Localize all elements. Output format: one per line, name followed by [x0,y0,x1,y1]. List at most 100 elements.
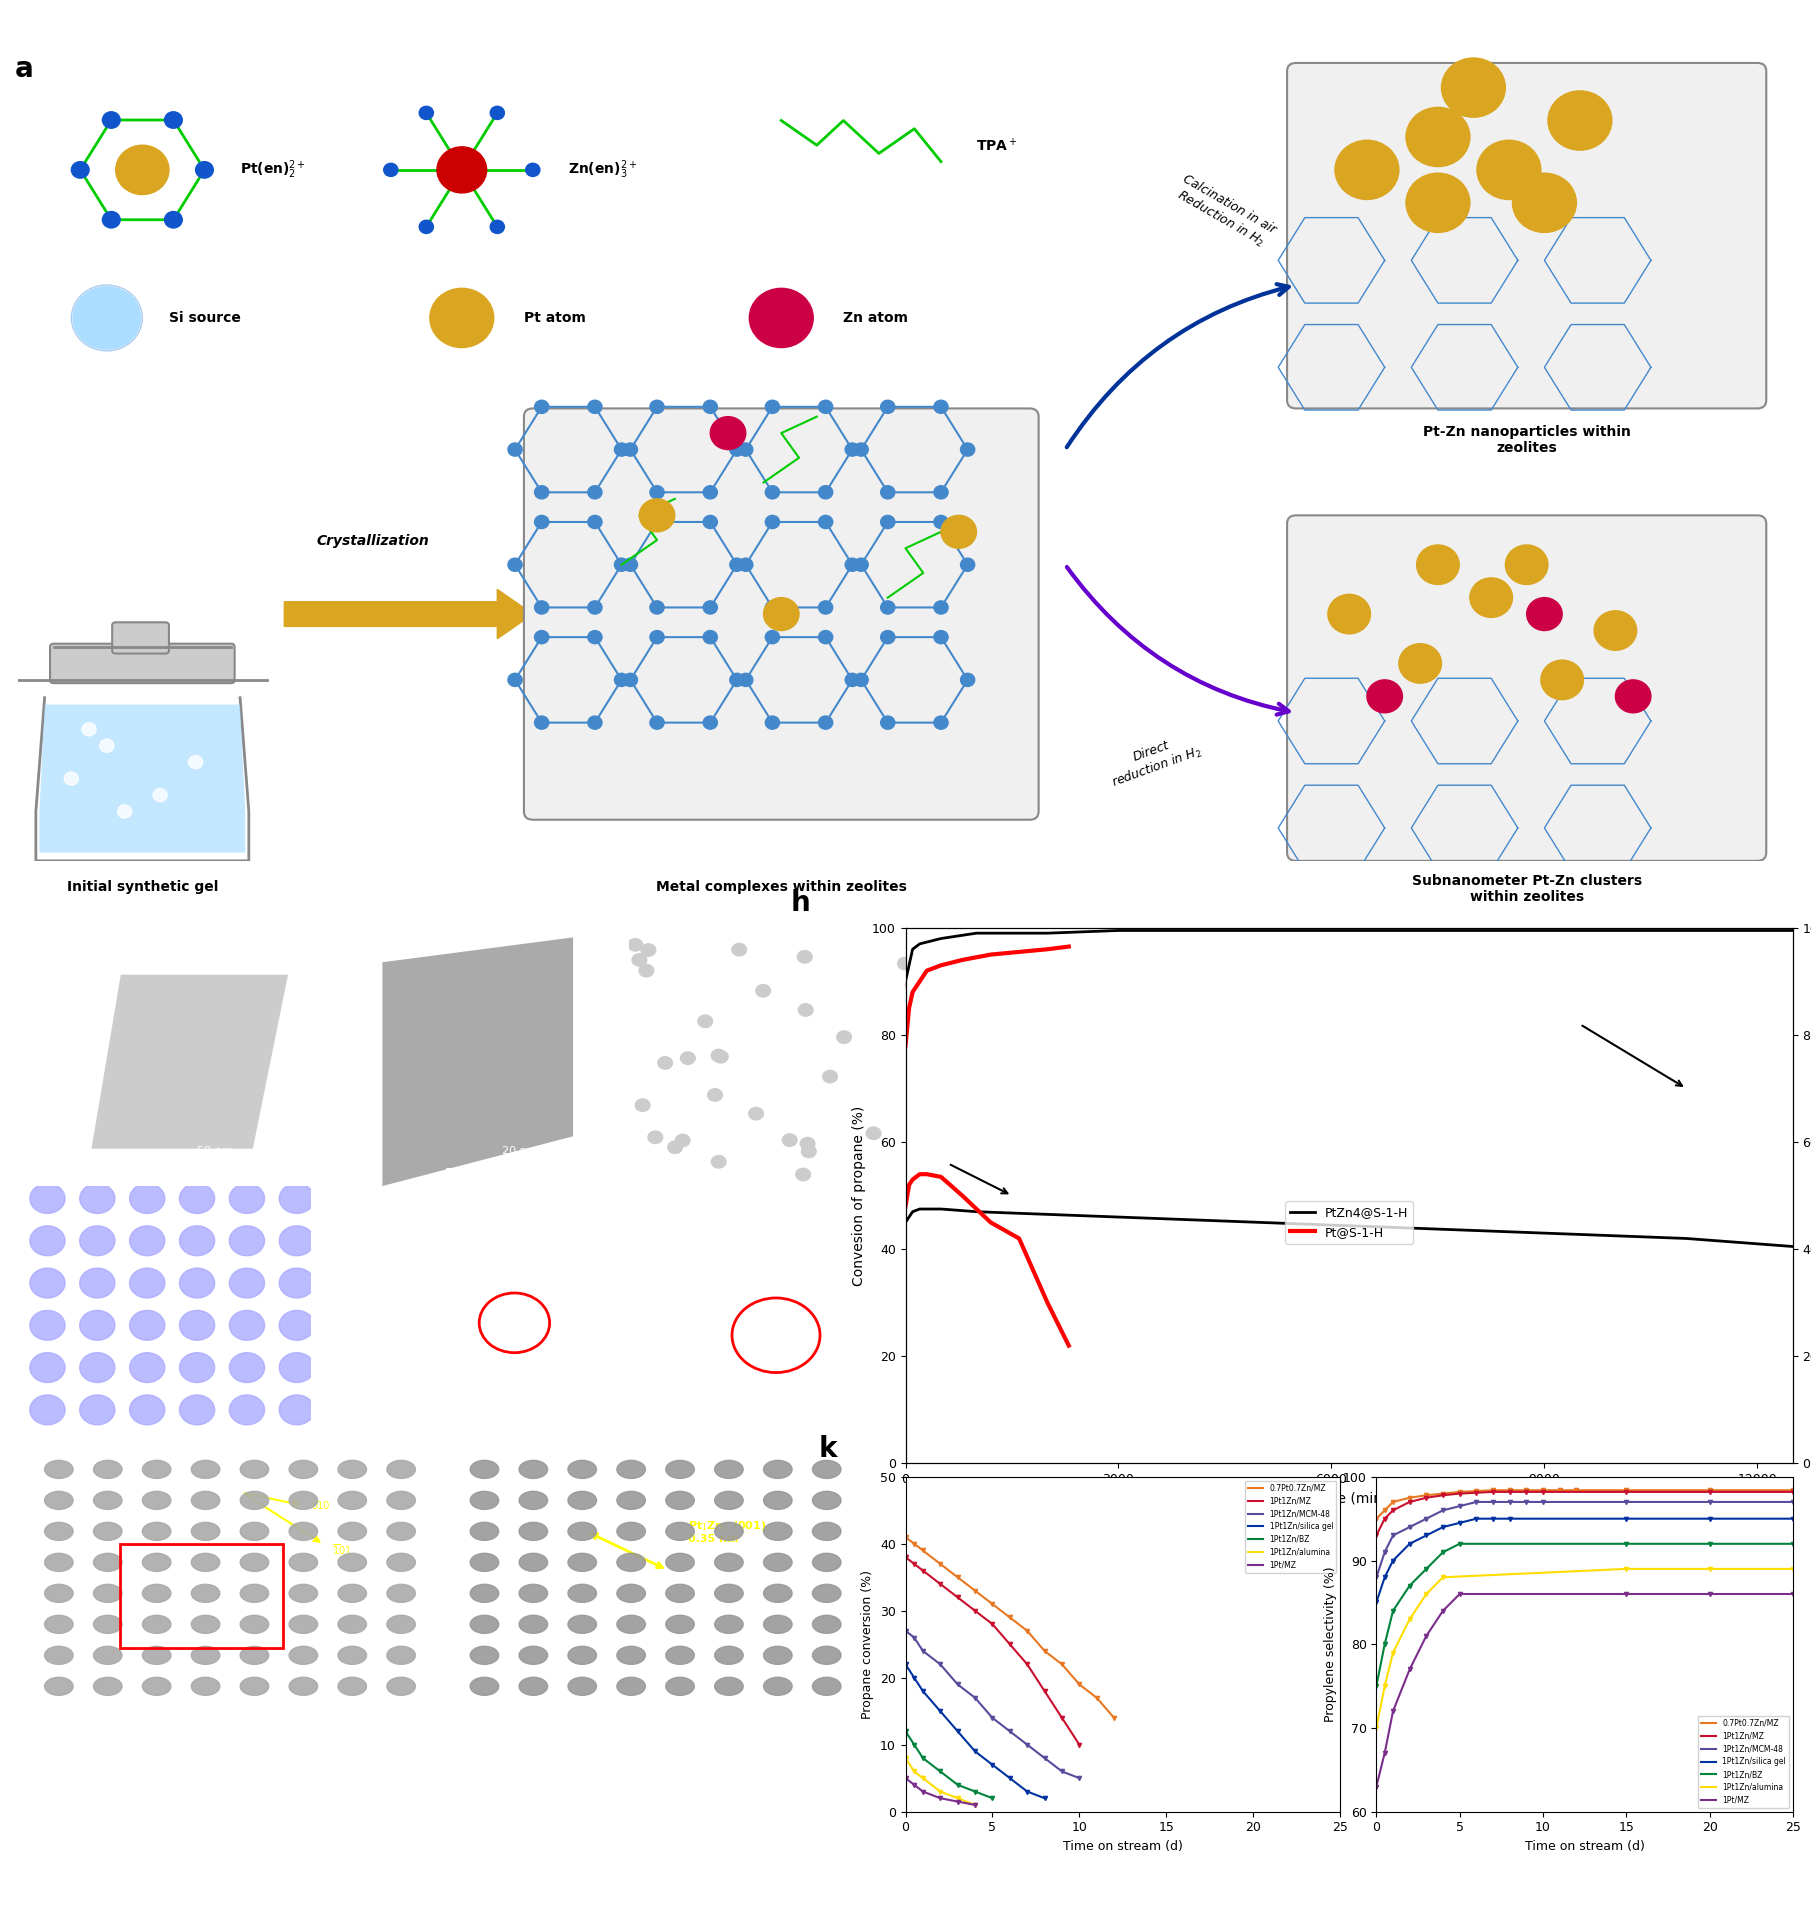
Line: 1Pt1Zn/alumina: 1Pt1Zn/alumina [904,1756,978,1808]
1Pt/MZ [1416,1624,1438,1647]
Circle shape [130,1352,165,1383]
Circle shape [846,444,860,455]
Circle shape [525,163,540,176]
0.7Pt0.7Zn/MZ [913,1538,934,1561]
Circle shape [507,559,522,572]
Circle shape [130,1184,165,1213]
1Pt1Zn/MZ [1532,1481,1554,1504]
Text: 10 nm: 10 nm [808,1146,844,1155]
Circle shape [880,515,895,528]
Circle shape [960,673,974,687]
Text: f: f [333,1198,344,1222]
Line: 0.7Pt0.7Zn/MZ: 0.7Pt0.7Zn/MZ [1375,1488,1795,1521]
1Pt1Zn/MCM-48 [947,1672,969,1697]
Circle shape [80,1184,114,1213]
Pt@S-1-H [1058,1333,1079,1356]
Circle shape [520,1553,547,1571]
Circle shape [80,1268,114,1297]
Legend: 0.7Pt0.7Zn/MZ, 1Pt1Zn/MZ, 1Pt1Zn/MCM-48, 1Pt1Zn/silica gel, 1Pt1Zn/BZ, 1Pt1Zn/al: 0.7Pt0.7Zn/MZ, 1Pt1Zn/MZ, 1Pt1Zn/MCM-48,… [1246,1481,1337,1572]
PtZn4@S-1-H [1391,1217,1413,1240]
Pt@S-1-H [902,1169,924,1192]
Circle shape [934,631,949,643]
Circle shape [339,1460,366,1479]
1Pt1Zn/BZ [963,1779,985,1802]
Text: 2 nm: 2 nm [505,1395,534,1404]
Circle shape [534,601,549,614]
Circle shape [241,1492,268,1509]
Line: 1Pt1Zn/silica gel: 1Pt1Zn/silica gel [1375,1517,1795,1605]
Circle shape [797,951,811,962]
0.7Pt0.7Zn/MZ [1034,1639,1056,1662]
Circle shape [388,1460,415,1479]
Circle shape [118,805,132,819]
0.7Pt0.7Zn/MZ [1375,1500,1396,1523]
Circle shape [339,1584,366,1603]
0.7Pt0.7Zn/MZ [1365,1507,1387,1530]
1Pt1Zn/silica gel [1000,1768,1021,1791]
Text: Pt(en)$_2^{2+}$: Pt(en)$_2^{2+}$ [241,159,306,182]
PtZn4@S-1-H [1746,1232,1768,1255]
Circle shape [819,486,833,499]
1Pt1Zn/MZ [1699,1481,1720,1504]
Circle shape [906,979,920,991]
Circle shape [569,1492,596,1509]
Circle shape [623,559,637,572]
Circle shape [192,1615,219,1634]
Circle shape [618,1492,645,1509]
Circle shape [1512,174,1576,231]
Text: 1 nm: 1 nm [308,1672,335,1682]
1Pt1Zn/silica gel [1416,1525,1438,1548]
Circle shape [230,1268,264,1297]
Circle shape [650,601,665,614]
Circle shape [712,1050,726,1062]
Circle shape [819,601,833,614]
Circle shape [520,1523,547,1540]
1Pt1Zn/MCM-48 [1000,1720,1021,1743]
1Pt1Zn/MCM-48 [1382,1525,1404,1548]
Circle shape [666,1615,694,1634]
Circle shape [103,212,120,228]
0.7Pt0.7Zn/MZ [904,1532,925,1555]
1Pt1Zn/MCM-48 [1068,1768,1090,1791]
Circle shape [29,1226,65,1255]
Circle shape [764,1553,791,1571]
1Pt1Zn/silica gel [1034,1787,1056,1810]
1Pt1Zn/MZ [963,1599,985,1622]
Circle shape [388,1523,415,1540]
0.7Pt0.7Zn/MZ [1516,1479,1538,1502]
Circle shape [748,1108,764,1119]
1Pt1Zn/alumina [1416,1582,1438,1605]
Circle shape [703,400,717,413]
1Pt1Zn/alumina [947,1787,969,1810]
Text: g: g [637,1198,656,1222]
Circle shape [520,1678,547,1695]
Line: Pt@S-1-H: Pt@S-1-H [906,1175,1068,1345]
Circle shape [388,1647,415,1664]
Circle shape [676,1134,690,1146]
Line: 1Pt1Zn/alumina: 1Pt1Zn/alumina [1375,1567,1795,1729]
Circle shape [766,486,779,499]
1Pt1Zn/BZ [982,1787,1003,1810]
Circle shape [196,163,214,178]
Circle shape [739,444,753,455]
Circle shape [1442,57,1505,117]
1Pt1Zn/silica gel [895,1653,916,1676]
1Pt1Zn/BZ [1699,1532,1720,1555]
Circle shape [739,673,753,687]
Circle shape [80,1395,114,1425]
1Pt1Zn/silica gel [1449,1511,1471,1534]
Circle shape [666,1678,694,1695]
Circle shape [1541,660,1583,700]
1Pt1Zn/BZ [895,1720,916,1743]
Circle shape [569,1678,596,1695]
1Pt1Zn/silica gel [982,1752,1003,1775]
Circle shape [241,1553,268,1571]
Circle shape [143,1553,170,1571]
Text: a: a [14,55,33,82]
Circle shape [766,601,779,614]
Circle shape [534,486,549,499]
Circle shape [230,1352,264,1383]
1Pt1Zn/MZ [1398,1490,1420,1513]
Circle shape [618,1584,645,1603]
Circle shape [1327,595,1371,633]
